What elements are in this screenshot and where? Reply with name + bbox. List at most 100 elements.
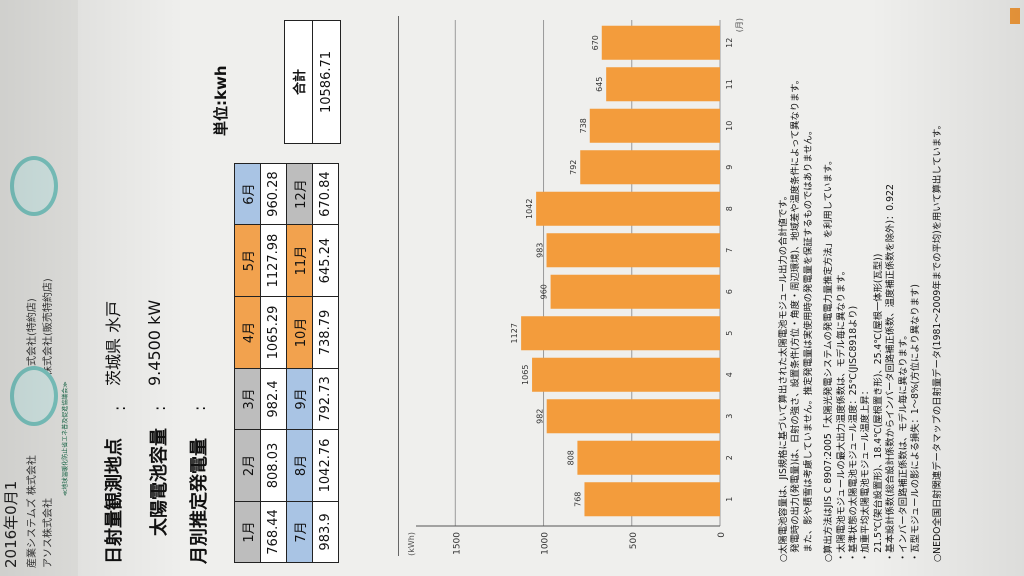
bar (546, 233, 720, 268)
separator: : (110, 405, 129, 411)
company-line-2: 株式会社(特約店) (27, 298, 38, 376)
month-header: 3月 (234, 368, 261, 430)
bar-value-label: 982 (536, 409, 545, 424)
bar-value-label: 1042 (525, 199, 534, 219)
location-label: 日射量観測地点 (104, 438, 125, 564)
month-header: 9月 (286, 368, 313, 430)
bar (550, 274, 720, 309)
note-line: ○NEDO全国日射関連データマップの日射量データ(1981～2009年までの平均… (932, 120, 944, 562)
x-axis-label: (月) (735, 18, 744, 32)
note-line: ・基準状態の太陽電池モジュール温度：25℃(JISC8918より) (848, 305, 860, 562)
month-value: 738.79 (312, 296, 339, 369)
month-value: 792.73 (312, 368, 339, 430)
separator: : (190, 405, 209, 411)
year-fragment: 2016年0月1 (2, 480, 20, 568)
x-tick-label: 10 (725, 121, 734, 131)
chart-top-rule (398, 16, 399, 556)
capacity-label: 太陽電池容量 (149, 428, 170, 536)
company-line-1: 産業システムズ 株式会社 (27, 455, 38, 568)
x-tick-label: 9 (725, 165, 734, 170)
month-header: 10月 (286, 296, 313, 369)
monthly-table: 1月 2月 3月 4月 5月 6月 768.44 808.03 982.4 10… (234, 163, 339, 563)
monthly-label: 月別推定発電量 (189, 438, 210, 564)
x-tick-label: 2 (725, 455, 734, 460)
month-header: 6月 (234, 163, 261, 225)
month-header: 4月 (234, 296, 261, 369)
month-value-row: 983.9 1042.76 792.73 738.79 645.24 670.8… (312, 163, 339, 563)
note-line: ○太陽電池容量は、JIS規格に基づいて算出された太陽電池モジュール出力の合計値で… (778, 191, 789, 562)
unit-label: 単位:kwh (212, 65, 230, 136)
bar (589, 108, 720, 143)
month-header: 1月 (234, 501, 261, 563)
x-tick-label: 12 (725, 38, 734, 48)
month-value: 983.9 (312, 501, 339, 563)
bar-value-label: 645 (595, 77, 604, 92)
company-line-4: 株式会社(販売特約店) (43, 278, 54, 376)
bar (521, 316, 720, 351)
note-line: ・加重平均太陽電池モジュール温度上昇： (860, 386, 872, 562)
x-tick-label: 1 (725, 497, 734, 502)
note-line: 21.5℃(架台設置形)、18.4℃(屋根置き形)、25.4℃(屋根一体形(瓦型… (872, 253, 884, 562)
separator: : (150, 405, 169, 411)
x-tick-label: 6 (725, 289, 734, 294)
month-header: 2月 (234, 429, 261, 502)
location-value: 茨城県 水戸 (104, 300, 123, 386)
month-value: 960.28 (260, 163, 287, 225)
y-axis-label: (kWh) (407, 532, 416, 556)
month-value: 645.24 (312, 224, 339, 297)
bar-value-label: 1065 (521, 365, 530, 385)
month-header: 5月 (234, 224, 261, 297)
bar (577, 440, 720, 475)
certification-logo (10, 156, 58, 216)
legend-swatch (1010, 8, 1020, 24)
month-header-row: 1月 2月 3月 4月 5月 6月 (234, 163, 261, 563)
notes-block: ○太陽電池容量は、JIS規格に基づいて算出された太陽電池モジュール出力の合計値で… (778, 6, 945, 562)
total-label: 合計 (284, 20, 313, 144)
note-line: 発電時の出力(発電量)は、日射の強さ、設置条件(方位・角度・周辺環境)、地域差や… (790, 75, 802, 562)
note-line: ○算出方法はJIS C 8907:2005「太陽光発電システムの発電電力量推定方… (823, 155, 835, 562)
month-value: 808.03 (260, 429, 287, 502)
x-tick-label: 7 (725, 248, 734, 253)
x-tick-label: 3 (725, 414, 734, 419)
bar (606, 67, 720, 102)
bar (601, 25, 720, 60)
total-value: 10586.71 (312, 20, 341, 144)
month-value: 1127.98 (260, 224, 287, 297)
month-value: 670.84 (312, 163, 339, 225)
month-value-row: 768.44 808.03 982.4 1065.29 1127.98 960.… (260, 163, 287, 563)
y-tick-label: 1000 (541, 532, 551, 555)
bar (546, 399, 720, 434)
month-value: 982.4 (260, 368, 287, 430)
note-line: ・瓦型モジュールの影による損失：1～8%(方位により異なります) (910, 284, 922, 562)
company-line-3: アソス株式会社 (43, 498, 54, 568)
month-header: 11月 (286, 224, 313, 297)
bar-value-label: 983 (536, 243, 545, 258)
logo-caption: ≪地球温暖化防止省エネ普及促進協議会≫ (62, 381, 69, 496)
month-value: 1065.29 (260, 296, 287, 369)
certification-logo (10, 366, 58, 426)
x-tick-label: 8 (725, 206, 734, 211)
bar (580, 150, 720, 185)
bar (536, 191, 720, 226)
y-tick-label: 500 (629, 532, 639, 549)
capacity-value: 9.4500 kW (145, 299, 164, 386)
bar-value-label: 792 (569, 160, 578, 175)
bar-value-label: 808 (566, 450, 575, 465)
bar-value-label: 738 (579, 118, 588, 133)
bar-value-label: 768 (573, 492, 582, 507)
x-tick-label: 11 (725, 79, 734, 89)
x-tick-label: 5 (725, 331, 734, 336)
note-line: ・太陽電池モジュールの最大出力温度係数は、モデル毎に異なります。 (835, 266, 847, 562)
bar (532, 357, 720, 392)
note-line: ・基本設計係数(総合設計係数からインバータ回路補正係数、温度補正係数を除外)：0… (885, 184, 897, 562)
month-value: 1042.76 (312, 429, 339, 502)
y-tick-label: 1500 (452, 532, 462, 555)
month-value: 768.44 (260, 501, 287, 563)
bar-value-label: 960 (540, 284, 549, 299)
bar-value-label: 670 (591, 35, 600, 50)
month-header: 8月 (286, 429, 313, 502)
note-line: ・インバータ回路補正係数は、モデル毎に異なります。 (897, 330, 909, 563)
